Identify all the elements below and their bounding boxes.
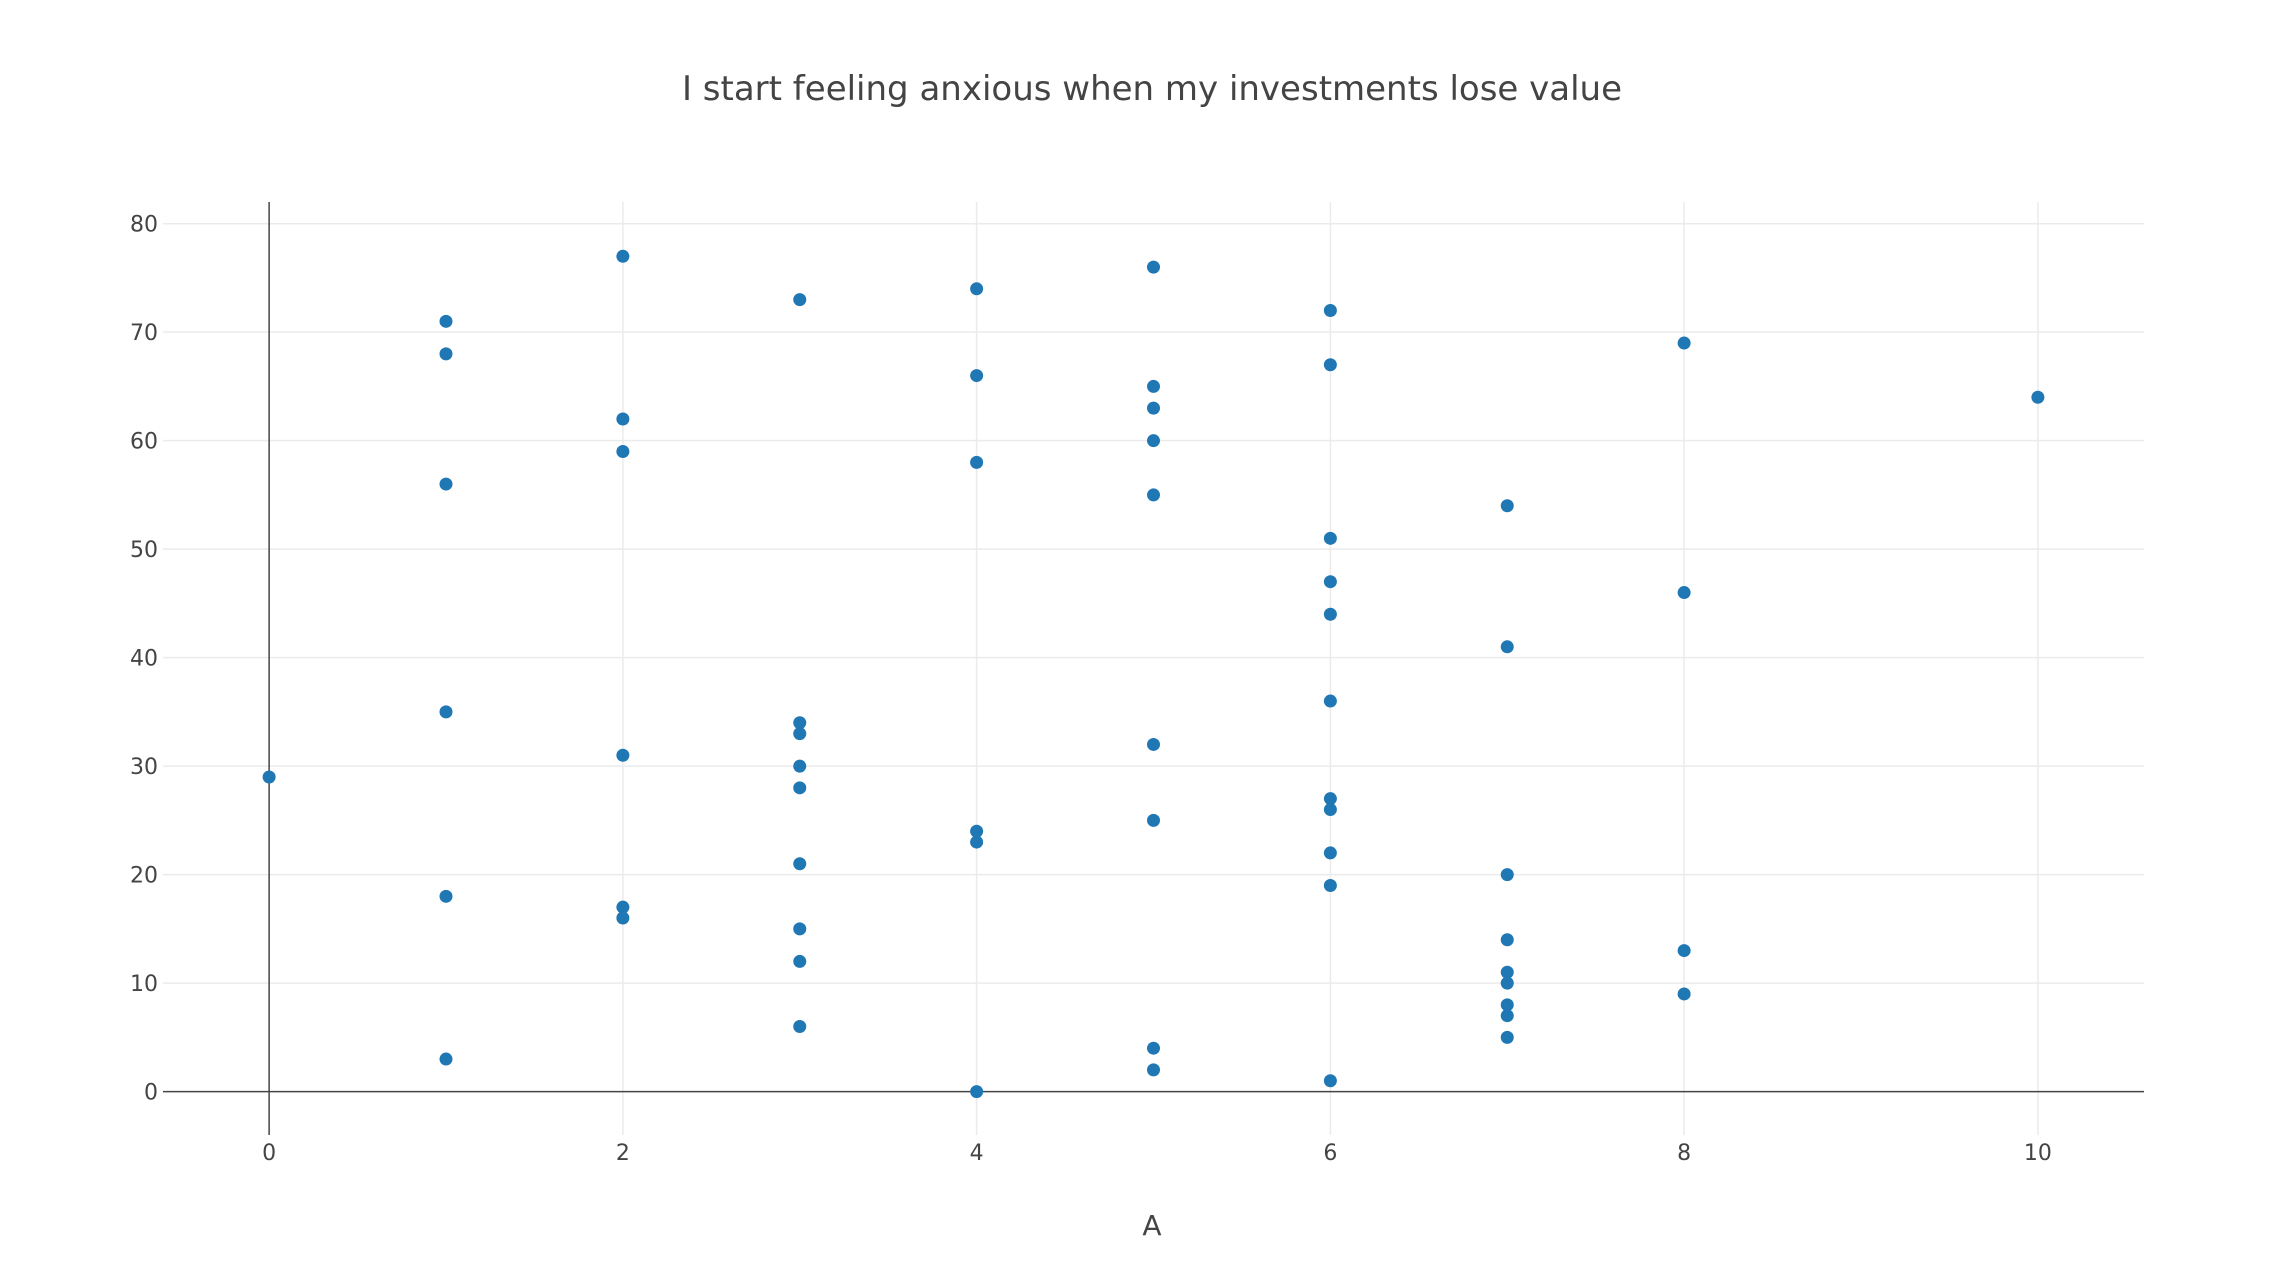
data-point — [439, 314, 453, 328]
data-point — [970, 369, 984, 383]
data-point — [970, 1085, 984, 1099]
data-point — [793, 922, 807, 936]
y-tick-label: 30 — [130, 755, 158, 780]
data-points — [262, 249, 2045, 1099]
data-point — [1323, 846, 1337, 860]
data-point — [1323, 531, 1337, 545]
y-tick-label: 0 — [144, 1081, 158, 1106]
data-point — [1323, 792, 1337, 806]
x-tick-label: 2 — [616, 1141, 630, 1166]
y-tick-label: 40 — [130, 647, 158, 672]
y-tick-label: 50 — [130, 538, 158, 563]
data-point — [970, 824, 984, 838]
data-point — [1500, 499, 1514, 513]
data-point — [970, 282, 984, 296]
data-point — [1323, 694, 1337, 708]
data-point — [2031, 390, 2045, 404]
data-point — [793, 716, 807, 730]
data-point — [1500, 976, 1514, 990]
data-point — [1323, 607, 1337, 621]
x-tick-label: 8 — [1677, 1141, 1691, 1166]
data-point — [1500, 868, 1514, 882]
data-point — [1677, 987, 1691, 1001]
data-point — [439, 705, 453, 719]
chart-title: I start feeling anxious when my investme… — [682, 69, 1622, 109]
data-point — [616, 748, 630, 762]
data-point — [970, 455, 984, 469]
x-tick-label: 10 — [2024, 1141, 2052, 1166]
data-point — [1500, 640, 1514, 654]
data-point — [1147, 379, 1160, 393]
data-point — [1323, 575, 1337, 589]
data-point — [1323, 303, 1337, 317]
data-point — [1677, 586, 1691, 600]
data-point — [1147, 1041, 1160, 1055]
y-tick-label: 70 — [130, 321, 158, 346]
data-point — [1500, 1009, 1514, 1023]
data-point — [1500, 933, 1514, 947]
data-point — [1500, 1030, 1514, 1044]
data-point — [793, 1020, 807, 1034]
x-tick-label: 6 — [1323, 1141, 1337, 1166]
data-point — [439, 477, 453, 491]
x-axis-title: A — [1142, 1209, 1161, 1242]
data-point — [1323, 878, 1337, 892]
y-tick-label: 80 — [130, 213, 158, 238]
data-point — [1323, 803, 1337, 817]
data-point — [793, 857, 807, 871]
data-point — [970, 835, 984, 849]
y-tick-label: 20 — [130, 864, 158, 889]
data-point — [1323, 358, 1337, 372]
data-point — [793, 759, 807, 773]
data-point — [1677, 336, 1691, 350]
x-tick-label: 4 — [970, 1141, 984, 1166]
data-point — [793, 293, 807, 307]
y-tick-label: 60 — [130, 430, 158, 455]
data-point — [439, 1052, 453, 1066]
data-point — [1147, 401, 1160, 415]
data-point — [1323, 1074, 1337, 1088]
data-point — [1500, 998, 1514, 1012]
data-point — [439, 347, 453, 361]
data-point — [1500, 965, 1514, 979]
data-point — [262, 770, 276, 784]
x-tick-label: 0 — [262, 1141, 276, 1166]
data-point — [1147, 488, 1160, 502]
data-point — [1147, 260, 1160, 274]
data-point — [616, 900, 630, 914]
data-point — [616, 445, 630, 459]
y-tick-label: 10 — [130, 972, 158, 997]
data-point — [616, 249, 630, 263]
data-point — [439, 889, 453, 903]
data-point — [793, 954, 807, 968]
data-point — [1677, 944, 1691, 958]
data-point — [1147, 434, 1160, 448]
data-point — [616, 911, 630, 925]
data-point — [1147, 737, 1160, 751]
axes — [163, 202, 2144, 1135]
grid-lines — [163, 202, 2144, 1135]
data-point — [1147, 813, 1160, 827]
data-point — [793, 781, 807, 795]
data-point — [1147, 1063, 1160, 1077]
tick-labels: 0 2 4 6 8 10 0 10 20 30 40 50 60 70 80 — [130, 213, 2052, 1166]
data-point — [616, 412, 630, 426]
data-point — [793, 727, 807, 741]
